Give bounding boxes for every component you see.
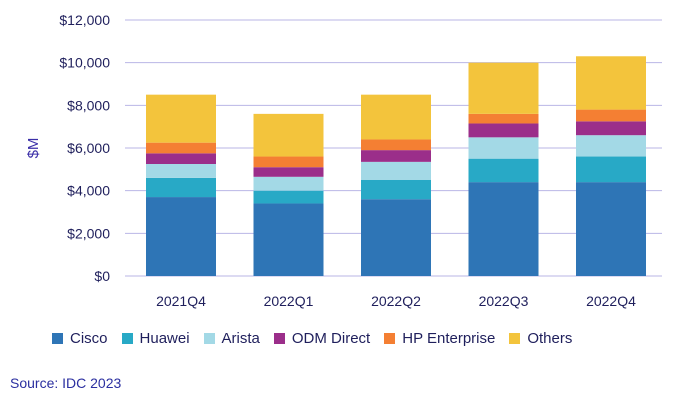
legend-swatch — [203, 333, 215, 344]
source-note: Source: IDC 2023 — [10, 375, 122, 391]
legend-label: Others — [527, 330, 573, 347]
bar-segment-others — [361, 94, 431, 140]
legend-swatch — [121, 333, 133, 344]
bar-segment-huawei — [576, 156, 646, 183]
legend-label: ODM Direct — [291, 330, 371, 347]
legend-item: ODM Direct — [273, 330, 371, 347]
bar-segment-cisco — [361, 199, 431, 276]
bar-segment-cisco — [468, 182, 539, 276]
y-tick-label: $8,000 — [67, 97, 110, 113]
bar-segment-cisco — [146, 197, 216, 276]
legend-item: HP Enterprise — [384, 330, 495, 347]
legend-item: Others — [509, 330, 572, 347]
legend-swatch — [52, 333, 63, 344]
bar-segment-others — [576, 56, 646, 110]
legend-label: Cisco — [70, 330, 108, 347]
y-tick-label: $10,000 — [59, 55, 110, 71]
legend-item: Cisco — [52, 330, 108, 347]
bar-segment-odm-direct — [253, 167, 324, 177]
bar-segment-others — [468, 62, 539, 114]
bar-segment-huawei — [146, 177, 216, 198]
legend: Cisco Huawei Arista ODM Direct HP Enterprise… — [52, 330, 572, 347]
y-tick-label: $0 — [94, 268, 110, 284]
bar-segment-huawei — [361, 180, 431, 200]
bar-segment-cisco — [253, 203, 324, 276]
bar-segment-odm-direct — [468, 123, 539, 138]
x-axis-ticks: 2021Q4 2022Q1 2022Q2 2022Q3 2022Q4 — [156, 293, 636, 309]
bar-segment-arista — [468, 137, 539, 159]
y-axis-label: $M — [25, 138, 42, 159]
bar-segment-arista — [361, 161, 431, 180]
bar-segment-hp-enterprise — [468, 113, 539, 124]
bars — [146, 56, 646, 276]
x-tick-label: 2022Q4 — [586, 293, 636, 309]
legend-label: Huawei — [139, 330, 190, 347]
y-tick-label: $4,000 — [67, 183, 110, 199]
y-tick-label: $6,000 — [67, 140, 110, 156]
bar-segment-huawei — [468, 158, 539, 183]
legend-label: HP Enterprise — [402, 330, 496, 347]
bar-segment-odm-direct — [361, 150, 431, 162]
legend-label: Arista — [221, 330, 260, 347]
bar-segment-odm-direct — [576, 121, 646, 136]
bar-segment-cisco — [576, 182, 646, 276]
bar-segment-arista — [253, 176, 324, 191]
x-tick-label: 2021Q4 — [156, 293, 206, 309]
bar-segment-arista — [146, 164, 216, 178]
y-tick-label: $12,000 — [59, 12, 110, 28]
bar-segment-arista — [576, 135, 646, 157]
bar-segment-huawei — [253, 190, 324, 204]
bar-segment-hp-enterprise — [253, 156, 324, 168]
bar-segment-others — [253, 113, 324, 157]
bar-segment-hp-enterprise — [361, 139, 431, 151]
y-tick-label: $2,000 — [67, 225, 110, 241]
x-tick-label: 2022Q1 — [264, 293, 314, 309]
legend-item: Arista — [203, 330, 260, 347]
y-axis-ticks: $0 $2,000 $4,000 $6,000 $8,000 $10,000 $12,000 — [59, 12, 110, 284]
bar-segment-hp-enterprise — [576, 109, 646, 122]
bar-segment-hp-enterprise — [146, 142, 216, 154]
legend-swatch — [509, 333, 521, 344]
legend-swatch — [384, 333, 396, 344]
bar-segment-odm-direct — [146, 153, 216, 164]
x-tick-label: 2022Q3 — [479, 293, 529, 309]
legend-item: Huawei — [121, 330, 190, 347]
bar-segment-others — [146, 94, 216, 143]
x-tick-label: 2022Q2 — [371, 293, 421, 309]
legend-swatch — [273, 333, 285, 344]
